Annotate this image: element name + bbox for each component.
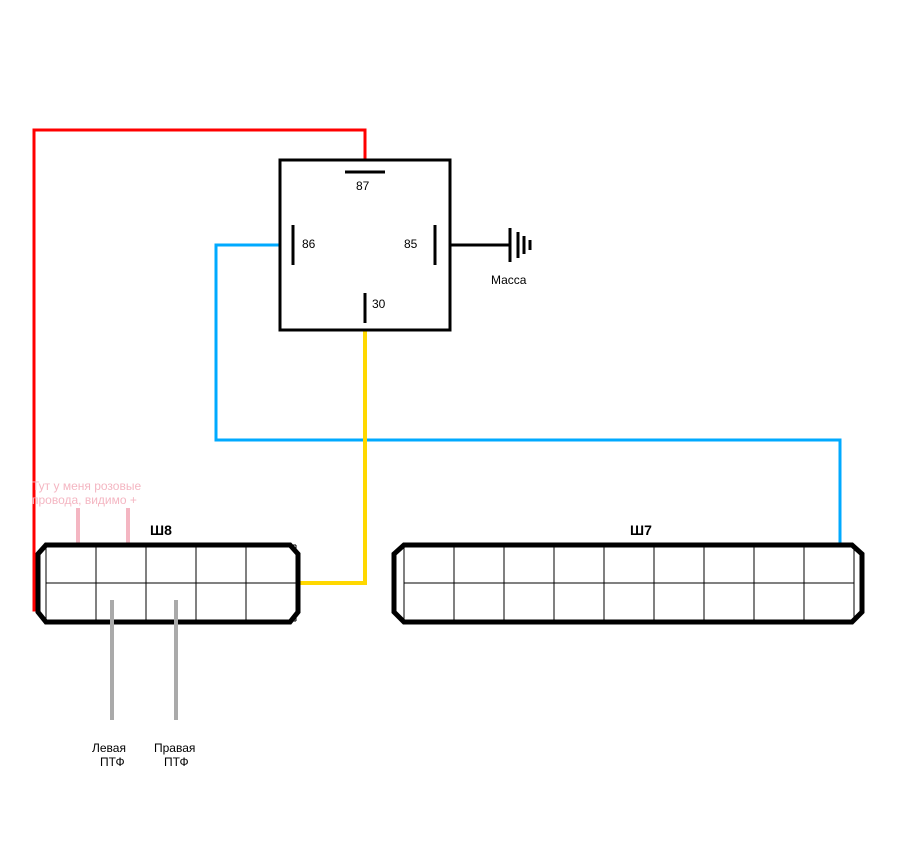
right-ptf-label-l1: Правая — [154, 741, 195, 755]
relay-pin30-label: 30 — [372, 297, 386, 311]
right-ptf-label-l2: ПТФ — [164, 755, 189, 769]
relay-pin86-label: 86 — [302, 237, 316, 251]
relay-pin87-label: 87 — [356, 179, 370, 193]
pink-note-line2: провода, видимо + — [32, 493, 137, 507]
relay-pin85-label: 85 — [404, 237, 418, 251]
left-ptf-label-l2: ПТФ — [100, 755, 125, 769]
wire-yellow — [294, 330, 365, 583]
connector7-label: Ш7 — [630, 522, 652, 538]
ground-label: Масса — [491, 273, 527, 287]
connector8-label: Ш8 — [150, 522, 172, 538]
pink-note-line1: Тут у меня розовые — [32, 479, 141, 493]
left-ptf-label-l1: Левая — [92, 741, 126, 755]
wiring-diagram: 87 86 85 30 Масса Ш8 Тут у меня розовые … — [0, 0, 899, 867]
